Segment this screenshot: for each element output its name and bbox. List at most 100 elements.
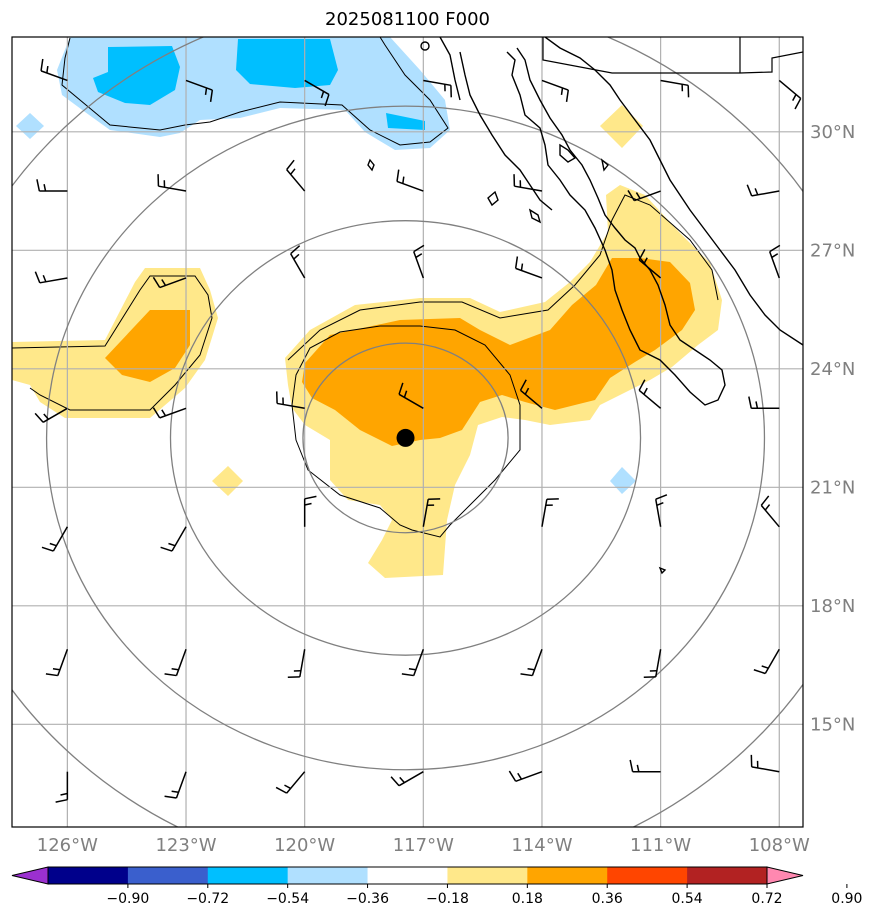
anomaly-contours bbox=[12, 37, 719, 538]
wind-barb bbox=[638, 249, 662, 279]
colorbar-tick-label: 0.90 bbox=[831, 891, 862, 907]
wind-barb bbox=[638, 379, 662, 409]
wind-barb bbox=[36, 179, 68, 192]
lon-tick-label: 126°W bbox=[37, 835, 98, 856]
wind-barb bbox=[629, 759, 661, 773]
wind-barb bbox=[627, 190, 661, 202]
wind-barb bbox=[519, 379, 543, 409]
range-rings bbox=[12, 37, 803, 827]
colorbar-tick-label: −0.72 bbox=[186, 891, 229, 907]
wind-barb bbox=[508, 770, 543, 782]
political-borders bbox=[542, 37, 803, 74]
colorbar-swatch bbox=[527, 867, 608, 884]
colorbar-tick-label: −0.54 bbox=[266, 891, 309, 907]
range-ring bbox=[302, 342, 509, 534]
storm-center-marker bbox=[396, 428, 415, 447]
wind-barb bbox=[398, 382, 424, 409]
longitude-labels: 126°W 123°W 120°W 117°W 114°W 111°W 108°W bbox=[37, 835, 810, 856]
wind-barb bbox=[541, 498, 559, 527]
colorbar-swatch bbox=[127, 867, 209, 884]
wind-barb bbox=[34, 407, 68, 423]
wind-barb bbox=[520, 648, 543, 677]
wind-barb bbox=[513, 174, 543, 192]
colorbar-tick-label: 0.54 bbox=[672, 891, 703, 907]
colorbar-extend-high bbox=[766, 866, 804, 885]
colorbar-swatch bbox=[287, 867, 369, 884]
map-title: 2025081100 F000 bbox=[325, 9, 490, 30]
lon-tick-label: 114°W bbox=[511, 835, 572, 856]
wind-barb bbox=[778, 79, 802, 110]
wind-barb bbox=[152, 276, 187, 289]
wind-barb bbox=[160, 526, 187, 552]
coastline bbox=[367, 37, 803, 575]
wind-barb bbox=[152, 407, 187, 419]
wind-barb bbox=[390, 771, 424, 787]
wind-barb bbox=[750, 754, 780, 773]
lat-tick-label: 18°N bbox=[810, 596, 855, 617]
wind-barb bbox=[304, 79, 330, 107]
wind-barb bbox=[40, 58, 68, 82]
wind-barb bbox=[396, 169, 424, 192]
colorbar-swatch bbox=[687, 867, 768, 884]
colorbar-swatch bbox=[367, 867, 448, 884]
lat-tick-label: 30°N bbox=[810, 122, 855, 143]
wind-barb bbox=[748, 396, 780, 410]
lon-tick-label: 108°W bbox=[749, 835, 810, 856]
wind-barb bbox=[760, 495, 780, 528]
lat-tick-label: 21°N bbox=[810, 477, 855, 498]
colorbar-tick-label: 0.36 bbox=[592, 891, 623, 907]
wind-barb bbox=[287, 649, 306, 678]
lat-lon-grid bbox=[12, 37, 803, 827]
wind-barb bbox=[41, 526, 69, 552]
wind-barb bbox=[55, 771, 69, 803]
map-frame bbox=[11, 36, 804, 828]
wind-barb bbox=[401, 648, 425, 677]
lon-tick-label: 111°W bbox=[630, 835, 691, 856]
colorbar-swatch bbox=[207, 867, 289, 884]
colorbar-tick-label: −0.18 bbox=[426, 891, 469, 907]
wind-barb bbox=[746, 184, 780, 197]
wind-barb bbox=[660, 79, 690, 98]
lon-tick-label: 120°W bbox=[274, 835, 335, 856]
colorbar-outline bbox=[47, 866, 768, 885]
lat-tick-label: 15°N bbox=[810, 714, 855, 735]
wind-barb bbox=[768, 244, 781, 279]
wind-barb bbox=[422, 498, 441, 527]
positive-anomaly-region bbox=[12, 105, 722, 578]
colorbar-tick-label: −0.36 bbox=[346, 891, 389, 907]
wind-barb bbox=[275, 391, 305, 410]
wind-barb bbox=[423, 79, 453, 98]
wind-barb bbox=[290, 245, 306, 279]
wind-barb bbox=[541, 79, 570, 103]
wind-barb bbox=[286, 159, 306, 192]
latitude-labels: 30°N 27°N 24°N 21°N 18°N 15°N bbox=[810, 122, 855, 735]
wind-barb bbox=[303, 495, 317, 527]
lat-tick-label: 24°N bbox=[810, 359, 855, 380]
wind-barb bbox=[643, 649, 662, 678]
colorbar-tick-label: 0.72 bbox=[751, 891, 782, 907]
wind-barb bbox=[514, 256, 543, 279]
lon-tick-label: 123°W bbox=[155, 835, 216, 856]
range-ring bbox=[45, 105, 766, 771]
negative-anomaly-region bbox=[16, 37, 636, 494]
colorbar-tick-label: 0.18 bbox=[512, 891, 543, 907]
colorbar-extend-low bbox=[11, 866, 49, 885]
colorbar: −0.90 −0.72 −0.54 −0.36 −0.18 0.18 0.36 0.54 0.7… bbox=[11, 866, 862, 907]
wind-barb bbox=[157, 174, 187, 192]
wind-barb bbox=[655, 494, 668, 527]
wind-barb bbox=[164, 648, 187, 677]
colorbar-swatch bbox=[607, 867, 688, 884]
wind-barbs bbox=[34, 58, 802, 803]
wind-barb bbox=[34, 271, 68, 284]
wind-barb bbox=[413, 244, 425, 279]
colorbar-swatch bbox=[447, 867, 528, 884]
lon-tick-label: 117°W bbox=[393, 835, 454, 856]
wind-barb bbox=[753, 648, 780, 675]
colorbar-tick-label: −0.90 bbox=[106, 891, 149, 907]
lat-tick-label: 27°N bbox=[810, 240, 855, 261]
wind-barb bbox=[45, 648, 69, 677]
wind-barb bbox=[164, 771, 187, 799]
colorbar-swatch bbox=[48, 867, 129, 884]
range-ring bbox=[169, 220, 642, 656]
